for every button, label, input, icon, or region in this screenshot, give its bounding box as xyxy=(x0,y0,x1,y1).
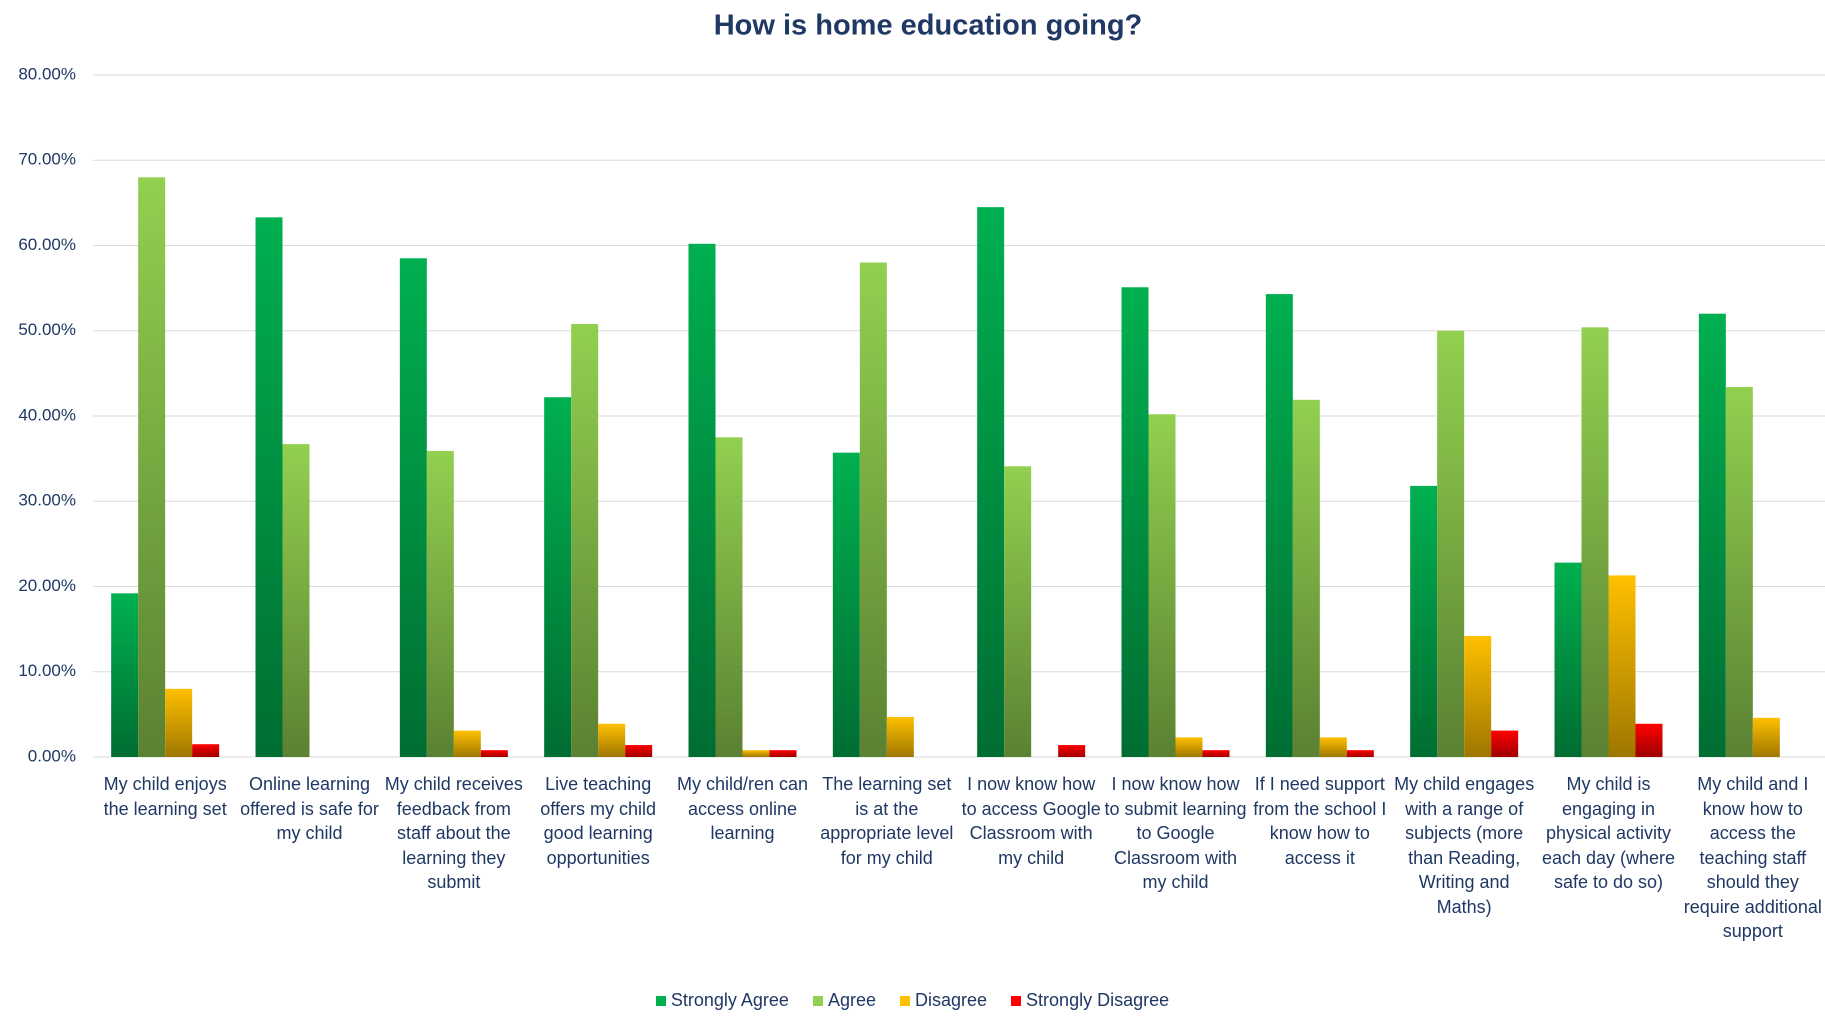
bar xyxy=(1725,387,1753,757)
bar xyxy=(977,207,1005,757)
bar xyxy=(859,262,887,757)
bar xyxy=(1491,730,1519,757)
y-tick-label: 0.00% xyxy=(28,746,76,765)
x-tick-label: I now know how to submit learning to Goo… xyxy=(1104,774,1247,892)
bar xyxy=(1346,750,1374,757)
legend-swatch xyxy=(655,996,666,1006)
x-tick-label: My child/ren can access online learning xyxy=(676,774,809,843)
y-tick-label: 40.00% xyxy=(18,405,76,424)
x-tick-label: My child engages with a range of subject… xyxy=(1394,774,1535,917)
bar xyxy=(426,450,454,757)
bar xyxy=(571,323,599,757)
bar xyxy=(1202,750,1230,757)
bar xyxy=(625,745,653,757)
bar xyxy=(544,397,572,757)
bar xyxy=(715,437,743,757)
bar xyxy=(111,593,139,757)
x-tick-label: The learning set is at the appropriate l… xyxy=(820,774,954,868)
legend-swatch xyxy=(1011,996,1022,1006)
bar xyxy=(598,723,626,757)
legend-label: Disagree xyxy=(915,990,988,1010)
legend-swatch xyxy=(812,996,823,1006)
legend-label: Agree xyxy=(827,990,876,1010)
bar xyxy=(769,750,797,757)
bar xyxy=(1058,745,1086,757)
x-tick-label: My child and I know how to access the te… xyxy=(1683,774,1822,941)
bar xyxy=(832,452,860,757)
bar xyxy=(480,750,508,757)
legend-label: Strongly Disagree xyxy=(1026,990,1170,1010)
bar xyxy=(1464,635,1492,757)
x-tick-label: Live teaching offers my child good learn… xyxy=(540,774,657,868)
bar xyxy=(1292,399,1320,757)
bar xyxy=(1175,737,1203,757)
bar xyxy=(1635,723,1663,757)
y-tick-label: 50.00% xyxy=(18,320,76,339)
bar xyxy=(1410,485,1438,757)
bar xyxy=(1581,327,1609,757)
bar xyxy=(282,444,310,757)
bar xyxy=(399,258,427,757)
bar xyxy=(1004,466,1032,757)
legend-item: Disagree xyxy=(900,990,987,1011)
chart-title: How is home education going? xyxy=(714,10,1143,42)
legend-item: Strongly Disagree xyxy=(1011,990,1169,1011)
bar xyxy=(1554,562,1582,757)
x-tick-label: Online learning offered is safe for my c… xyxy=(240,774,379,843)
y-tick-label: 20.00% xyxy=(18,576,76,595)
bar xyxy=(742,750,770,757)
bar xyxy=(165,688,193,757)
bar xyxy=(886,716,914,757)
legend-item: Agree xyxy=(812,990,876,1011)
bar xyxy=(1319,737,1347,757)
y-tick-label: 10.00% xyxy=(18,661,76,680)
bar xyxy=(1121,287,1149,757)
bar xyxy=(1698,313,1726,757)
y-tick-label: 60.00% xyxy=(18,235,76,254)
bar xyxy=(688,243,716,758)
x-tick-label: My child enjoys the learning set xyxy=(103,774,227,819)
legend-item: Strongly Agree xyxy=(655,990,789,1011)
legend: Strongly Agree Agree Disagree Strongly Disa… xyxy=(0,990,1825,1011)
bar xyxy=(1148,414,1176,757)
bar xyxy=(192,744,220,757)
bar xyxy=(255,217,283,757)
x-tick-label: My child receives feedback from staff ab… xyxy=(384,774,523,892)
bar xyxy=(1437,330,1465,757)
x-tick-label: I now know how to access Google Classroo… xyxy=(961,774,1101,868)
legend-label: Strongly Agree xyxy=(670,990,789,1010)
bar xyxy=(453,730,481,757)
x-tick-label: If I need support from the school I know… xyxy=(1253,774,1387,868)
legend-swatch xyxy=(900,996,910,1006)
x-tick-label: My child is engaging in physical activit… xyxy=(1541,774,1676,892)
bar xyxy=(1752,717,1780,757)
y-tick-label: 80.00% xyxy=(18,64,76,83)
bar xyxy=(1265,294,1293,757)
bar xyxy=(1608,575,1636,757)
y-tick-label: 30.00% xyxy=(18,491,76,510)
y-tick-label: 70.00% xyxy=(18,150,76,169)
bar xyxy=(138,177,166,758)
